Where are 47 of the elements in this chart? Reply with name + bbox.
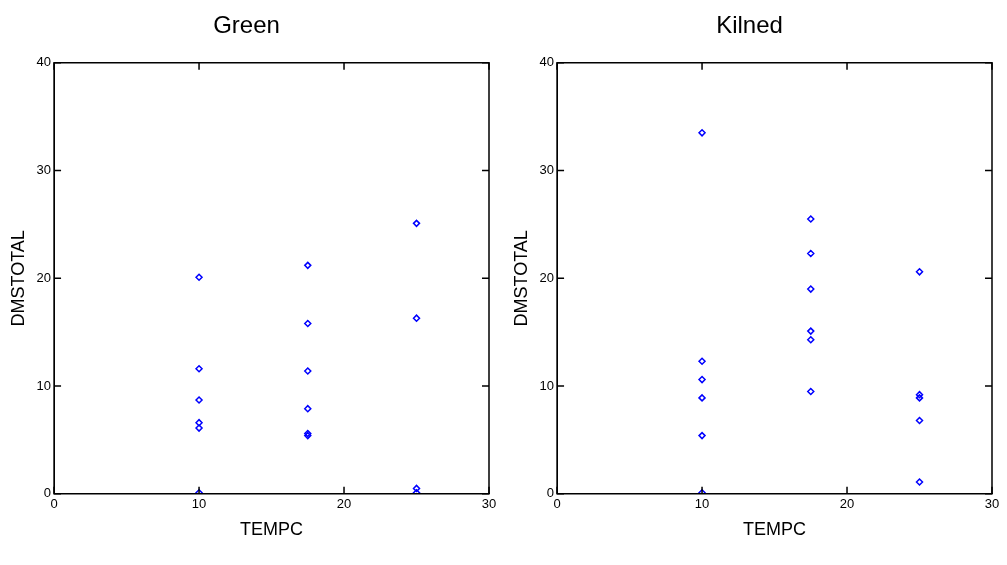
point: [807, 387, 815, 396]
y-tick-label: 10: [539, 377, 555, 393]
x-tick-label: 30: [481, 496, 497, 512]
point: [698, 431, 706, 440]
point: [807, 215, 815, 223]
point: [304, 261, 312, 270]
point: [915, 416, 924, 425]
point: [304, 319, 312, 328]
point: [304, 367, 312, 375]
x-tick-label: 20: [336, 496, 352, 512]
y-tick-label: 30: [36, 162, 52, 178]
x-tick-label: 10: [191, 496, 207, 512]
point: [195, 365, 203, 373]
y-tick-label: 0: [546, 485, 555, 501]
point: [412, 314, 421, 322]
x-tick-label: 20: [839, 496, 855, 512]
point: [915, 268, 924, 276]
point: [915, 478, 924, 486]
y-axis-title: DMSTOTAL: [7, 230, 28, 327]
point: [698, 394, 706, 402]
point: [195, 273, 203, 281]
chart-title: Green: [213, 11, 280, 39]
x-tick-label: 10: [694, 496, 710, 512]
x-tick-label: 30: [984, 496, 1000, 512]
y-tick-label: 20: [539, 269, 555, 285]
y-tick-label: 20: [36, 269, 52, 285]
point: [304, 404, 312, 413]
y-tick-label: 40: [36, 54, 52, 70]
point: [412, 219, 421, 228]
y-tick-label: 10: [36, 377, 52, 393]
point: [698, 375, 706, 384]
y-tick-label: 0: [43, 485, 52, 501]
point: [915, 394, 924, 402]
point: [195, 396, 203, 404]
point: [807, 285, 815, 293]
point: [807, 249, 815, 258]
x-axis-title: TEMPC: [743, 519, 807, 540]
y-axis-title: DMSTOTAL: [510, 230, 531, 327]
x-axis-title: TEMPC: [240, 519, 304, 540]
point: [807, 327, 815, 335]
chart-title: Kilned: [716, 11, 783, 39]
point: [195, 424, 203, 432]
point: [698, 357, 706, 366]
y-tick-label: 40: [539, 54, 555, 70]
point: [807, 335, 815, 344]
y-tick-label: 30: [539, 162, 555, 178]
point: [698, 129, 706, 137]
